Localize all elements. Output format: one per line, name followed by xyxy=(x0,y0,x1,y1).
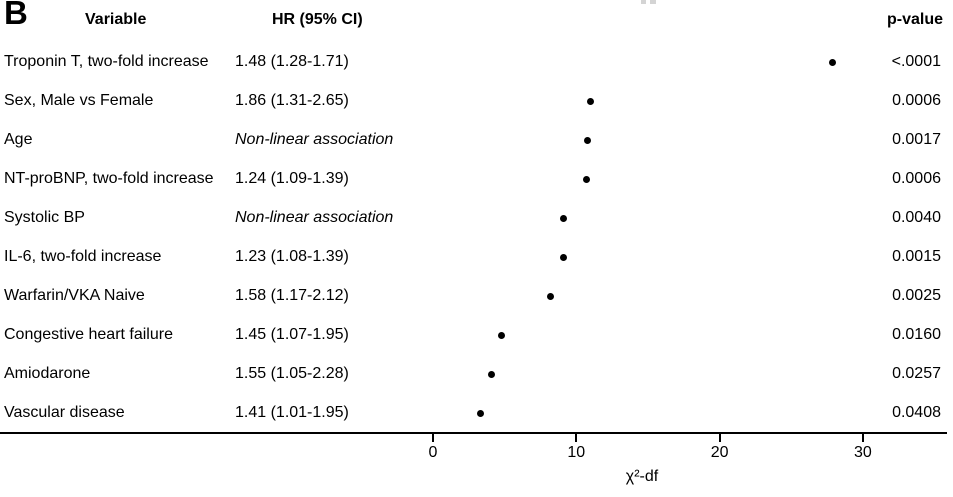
p-value-cell: 0.0257 xyxy=(892,365,941,382)
column-header-variable: Variable xyxy=(85,11,147,28)
data-point xyxy=(476,409,484,417)
hr-ci-cell: Non-linear association xyxy=(235,209,394,226)
data-point xyxy=(587,97,595,105)
hr-ci-cell: 1.41 (1.01-1.95) xyxy=(235,404,349,421)
data-point xyxy=(488,370,496,378)
x-axis-tick-label: 0 xyxy=(428,444,438,461)
data-point xyxy=(559,253,567,261)
table-row: NT-proBNP, two-fold increase 1.24 (1.09-1… xyxy=(0,168,953,190)
x-axis-tick xyxy=(861,434,864,442)
p-value-cell: 0.0015 xyxy=(892,248,941,265)
data-point xyxy=(547,292,554,300)
variable-cell: Sex, Male vs Female xyxy=(4,92,154,109)
table-row: Age Non-linear association 0.0017 xyxy=(0,129,953,151)
data-point xyxy=(582,175,590,183)
p-value-cell: <.0001 xyxy=(891,53,941,70)
hr-ci-cell: 1.58 (1.17-2.12) xyxy=(235,287,349,304)
p-value-cell: 0.0408 xyxy=(892,404,941,421)
variable-cell: Warfarin/VKA Naive xyxy=(4,287,145,304)
x-axis-tick xyxy=(575,434,578,442)
variable-cell: Congestive heart failure xyxy=(4,326,173,343)
column-header-p-value: p-value xyxy=(886,11,943,28)
data-point xyxy=(498,331,506,339)
table-row: Troponin T, two-fold increase 1.48 (1.28-… xyxy=(0,51,953,73)
table-row: Warfarin/VKA Naive 1.58 (1.17-2.12) 0.0025 xyxy=(0,285,953,307)
variable-cell: Troponin T, two-fold increase xyxy=(4,53,209,70)
variable-cell: Amiodarone xyxy=(4,365,91,382)
hr-ci-cell: 1.23 (1.08-1.39) xyxy=(235,248,349,265)
x-axis-tick-label: 30 xyxy=(853,444,872,461)
table-row: Systolic BP Non-linear association 0.0040 xyxy=(0,207,953,229)
table-row: IL-6, two-fold increase 1.23 (1.08-1.39) 0… xyxy=(0,246,953,268)
x-axis-tick xyxy=(718,434,721,442)
x-axis-tick-label: 20 xyxy=(710,444,729,461)
hr-ci-cell: Non-linear association xyxy=(235,131,394,148)
cropped-text-artifact xyxy=(641,0,646,4)
data-point xyxy=(829,58,837,66)
table-row: Congestive heart failure 1.45 (1.07-1.95)… xyxy=(0,324,953,346)
table-row: Amiodarone 1.55 (1.05-2.28) 0.0257 xyxy=(0,363,953,385)
data-point xyxy=(584,136,592,144)
variable-cell: Systolic BP xyxy=(4,209,85,226)
p-value-cell: 0.0160 xyxy=(892,326,941,343)
hr-ci-cell: 1.45 (1.07-1.95) xyxy=(235,326,349,343)
variable-cell: Vascular disease xyxy=(4,404,125,421)
x-axis-tick-label: 10 xyxy=(567,444,586,461)
hr-ci-cell: 1.55 (1.05-2.28) xyxy=(235,365,349,382)
hr-ci-cell: 1.24 (1.09-1.39) xyxy=(235,170,349,187)
p-value-cell: 0.0017 xyxy=(892,131,941,148)
panel-label: B xyxy=(4,0,28,31)
x-axis-title: χ²-df xyxy=(625,468,659,485)
hr-ci-cell: 1.86 (1.31-2.65) xyxy=(235,92,349,109)
variable-cell: NT-proBNP, two-fold increase xyxy=(4,170,214,187)
p-value-cell: 0.0006 xyxy=(892,170,941,187)
variable-cell: Age xyxy=(4,131,33,148)
hr-ci-cell: 1.48 (1.28-1.71) xyxy=(235,53,349,70)
p-value-cell: 0.0040 xyxy=(892,209,941,226)
table-row: Vascular disease 1.41 (1.01-1.95) 0.0408 xyxy=(0,402,953,424)
table-row: Sex, Male vs Female 1.86 (1.31-2.65) 0.000… xyxy=(0,90,953,112)
column-header-hr-ci: HR (95% CI) xyxy=(272,11,363,28)
cropped-text-artifact xyxy=(650,0,656,4)
data-point xyxy=(559,214,567,222)
x-axis-tick xyxy=(432,434,434,442)
x-axis-line xyxy=(0,432,947,434)
variable-cell: IL-6, two-fold increase xyxy=(4,248,162,265)
p-value-cell: 0.0006 xyxy=(892,92,941,109)
p-value-cell: 0.0025 xyxy=(892,287,941,304)
